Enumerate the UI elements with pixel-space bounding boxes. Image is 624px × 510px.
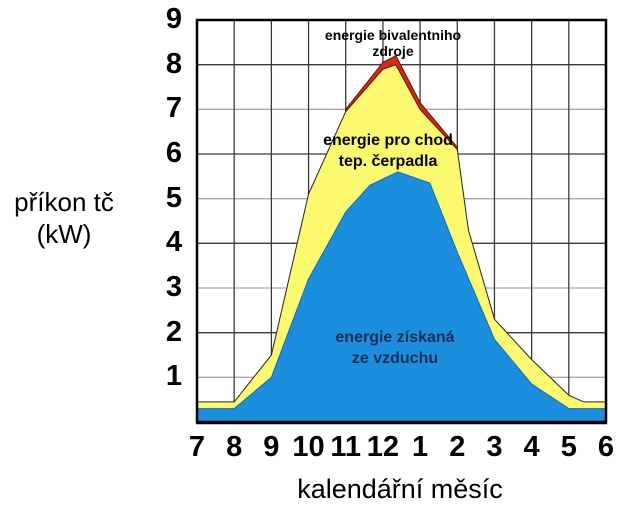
x-tick-label: 9 bbox=[263, 431, 280, 463]
x-tick-label: 2 bbox=[449, 431, 466, 463]
x-tick-label: 5 bbox=[560, 431, 577, 463]
y-tick-label: 9 bbox=[165, 3, 182, 35]
annotation-heat-pump-energy: energie pro chod tep. čerpadla bbox=[288, 130, 488, 172]
x-tick-label: 8 bbox=[226, 431, 243, 463]
y-axis-title-line2: (kW) bbox=[36, 219, 92, 249]
y-axis-title: příkon tč (kW) bbox=[4, 186, 124, 250]
x-tick-label: 6 bbox=[597, 431, 615, 463]
annotation-pump-line1: energie pro chod bbox=[323, 132, 453, 149]
y-tick-label: 3 bbox=[165, 271, 182, 303]
x-axis-title: kalendářní měsíc bbox=[297, 474, 503, 504]
y-tick-label: 1 bbox=[165, 360, 182, 393]
annotation-bivalent-source: energie bivalentniho zdroje bbox=[288, 27, 498, 59]
x-tick-label: 12 bbox=[366, 431, 400, 463]
x-tick-label: 4 bbox=[523, 431, 540, 463]
annotation-pump-line2: tep. čerpadla bbox=[338, 153, 438, 170]
x-tick-label: 3 bbox=[486, 431, 503, 463]
annotation-air-line1: energie získaná bbox=[335, 329, 455, 346]
x-tick-label: 11 bbox=[330, 431, 362, 463]
x-tick-label: 1 bbox=[412, 431, 429, 463]
y-tick-label: 2 bbox=[165, 315, 182, 348]
y-tick-label: 5 bbox=[165, 181, 182, 214]
annotation-air-line2: ze vzduchu bbox=[351, 350, 439, 367]
y-tick-label: 4 bbox=[165, 226, 182, 259]
annotation-bivalent-line1: energie bivalentniho bbox=[324, 27, 462, 43]
y-axis-title-line1: příkon tč bbox=[14, 187, 114, 217]
annotation-bivalent-line2: zdroje bbox=[372, 43, 414, 59]
y-tick-label: 6 bbox=[165, 137, 182, 169]
x-tick-label: 10 bbox=[292, 431, 325, 463]
area-bivalent-source bbox=[345, 55, 458, 151]
y-tick-label: 8 bbox=[165, 47, 182, 80]
annotation-air-energy: energie získaná ze vzduchu bbox=[295, 327, 495, 369]
y-tick-label: 7 bbox=[165, 92, 182, 125]
x-tick-label: 7 bbox=[188, 431, 206, 463]
